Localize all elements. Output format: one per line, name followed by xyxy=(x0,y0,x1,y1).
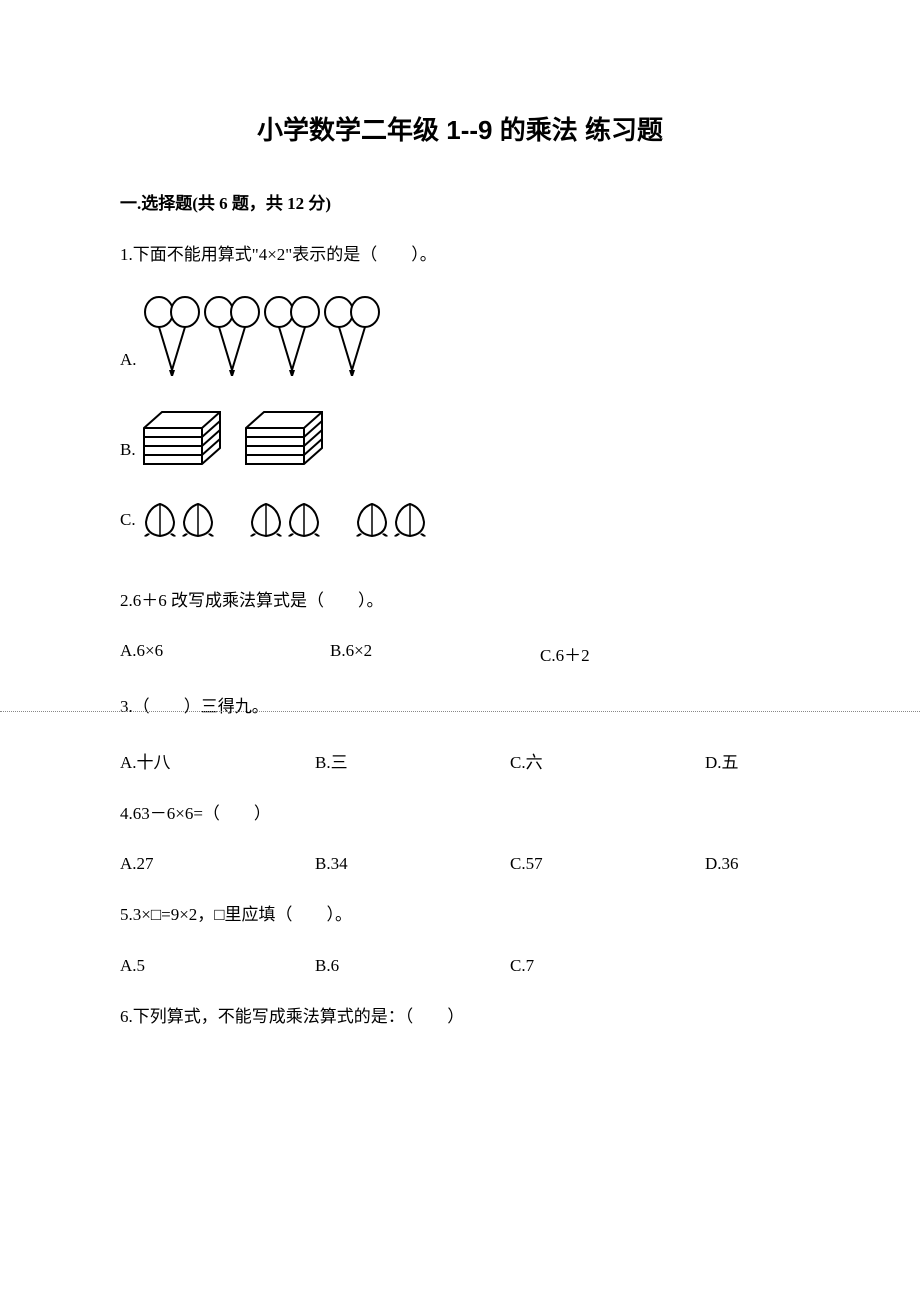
q5-options: A.5 B.6 C.7 xyxy=(120,956,800,976)
q1-option-c: C. xyxy=(120,500,800,540)
q6-text: 6.下列算式，不能写成乘法算式的是：（ ） xyxy=(120,1004,800,1030)
q1-option-b: B. xyxy=(120,410,800,468)
book-stack-icon xyxy=(142,410,222,468)
peach-icon xyxy=(142,500,178,540)
peach-icon xyxy=(392,500,428,540)
q4-text: 4.63－6×6=（ ） xyxy=(120,801,800,827)
q4-optA: A.27 xyxy=(120,854,315,874)
q4-optB: B.34 xyxy=(315,854,510,874)
q3-options: A.十八 B.三 C.六 D.五 xyxy=(120,748,800,773)
q3-text: 3.（ ）三得九。 xyxy=(120,694,800,720)
peach-icon xyxy=(354,500,390,540)
q3-optA: A.十八 xyxy=(120,748,315,773)
q5-optC: C.7 xyxy=(510,956,705,976)
q2-optB: B.6×2 xyxy=(330,641,540,666)
peach-row xyxy=(142,500,428,540)
q5-optA: A.5 xyxy=(120,956,315,976)
q1-option-a: A. xyxy=(120,296,800,378)
page-title: 小学数学二年级 1--9 的乘法 练习题 xyxy=(120,110,800,147)
q1-optB-label: B. xyxy=(120,440,136,460)
q4-optC: C.57 xyxy=(510,854,705,874)
book-group xyxy=(142,410,324,468)
q2-options: A.6×6 B.6×2 C.6＋2 xyxy=(120,641,800,666)
q3-optD: D.五 xyxy=(705,748,900,773)
peach-icon xyxy=(286,500,322,540)
balloon-pair-icon xyxy=(323,296,381,378)
balloon-pair-icon xyxy=(203,296,261,378)
peach-icon xyxy=(180,500,216,540)
q5-text: 5.3×□=9×2，□里应填（ ）。 xyxy=(120,902,800,928)
q4-optD: D.36 xyxy=(705,854,900,874)
peach-pair xyxy=(354,500,428,540)
peach-icon xyxy=(248,500,284,540)
q1-text: 1.下面不能用算式"4×2"表示的是（ ）。 xyxy=(120,242,800,268)
q3-optC: C.六 xyxy=(510,748,705,773)
q1-optC-label: C. xyxy=(120,510,136,530)
dotted-divider xyxy=(0,711,920,712)
q2-text: 2.6＋6 改写成乘法算式是（ ）。 xyxy=(120,588,800,614)
balloon-pair-icon xyxy=(263,296,321,378)
q1-optA-label: A. xyxy=(120,350,137,370)
q2-optA: A.6×6 xyxy=(120,641,330,666)
q3-optB: B.三 xyxy=(315,748,510,773)
q2-optC: C.6＋2 xyxy=(540,641,750,666)
book-stack-icon xyxy=(244,410,324,468)
q5-optB: B.6 xyxy=(315,956,510,976)
q4-options: A.27 B.34 C.57 D.36 xyxy=(120,854,800,874)
peach-pair xyxy=(248,500,322,540)
peach-pair xyxy=(142,500,216,540)
balloon-group xyxy=(143,296,381,378)
balloon-pair-icon xyxy=(143,296,201,378)
section-header: 一.选择题(共 6 题，共 12 分) xyxy=(120,189,800,214)
